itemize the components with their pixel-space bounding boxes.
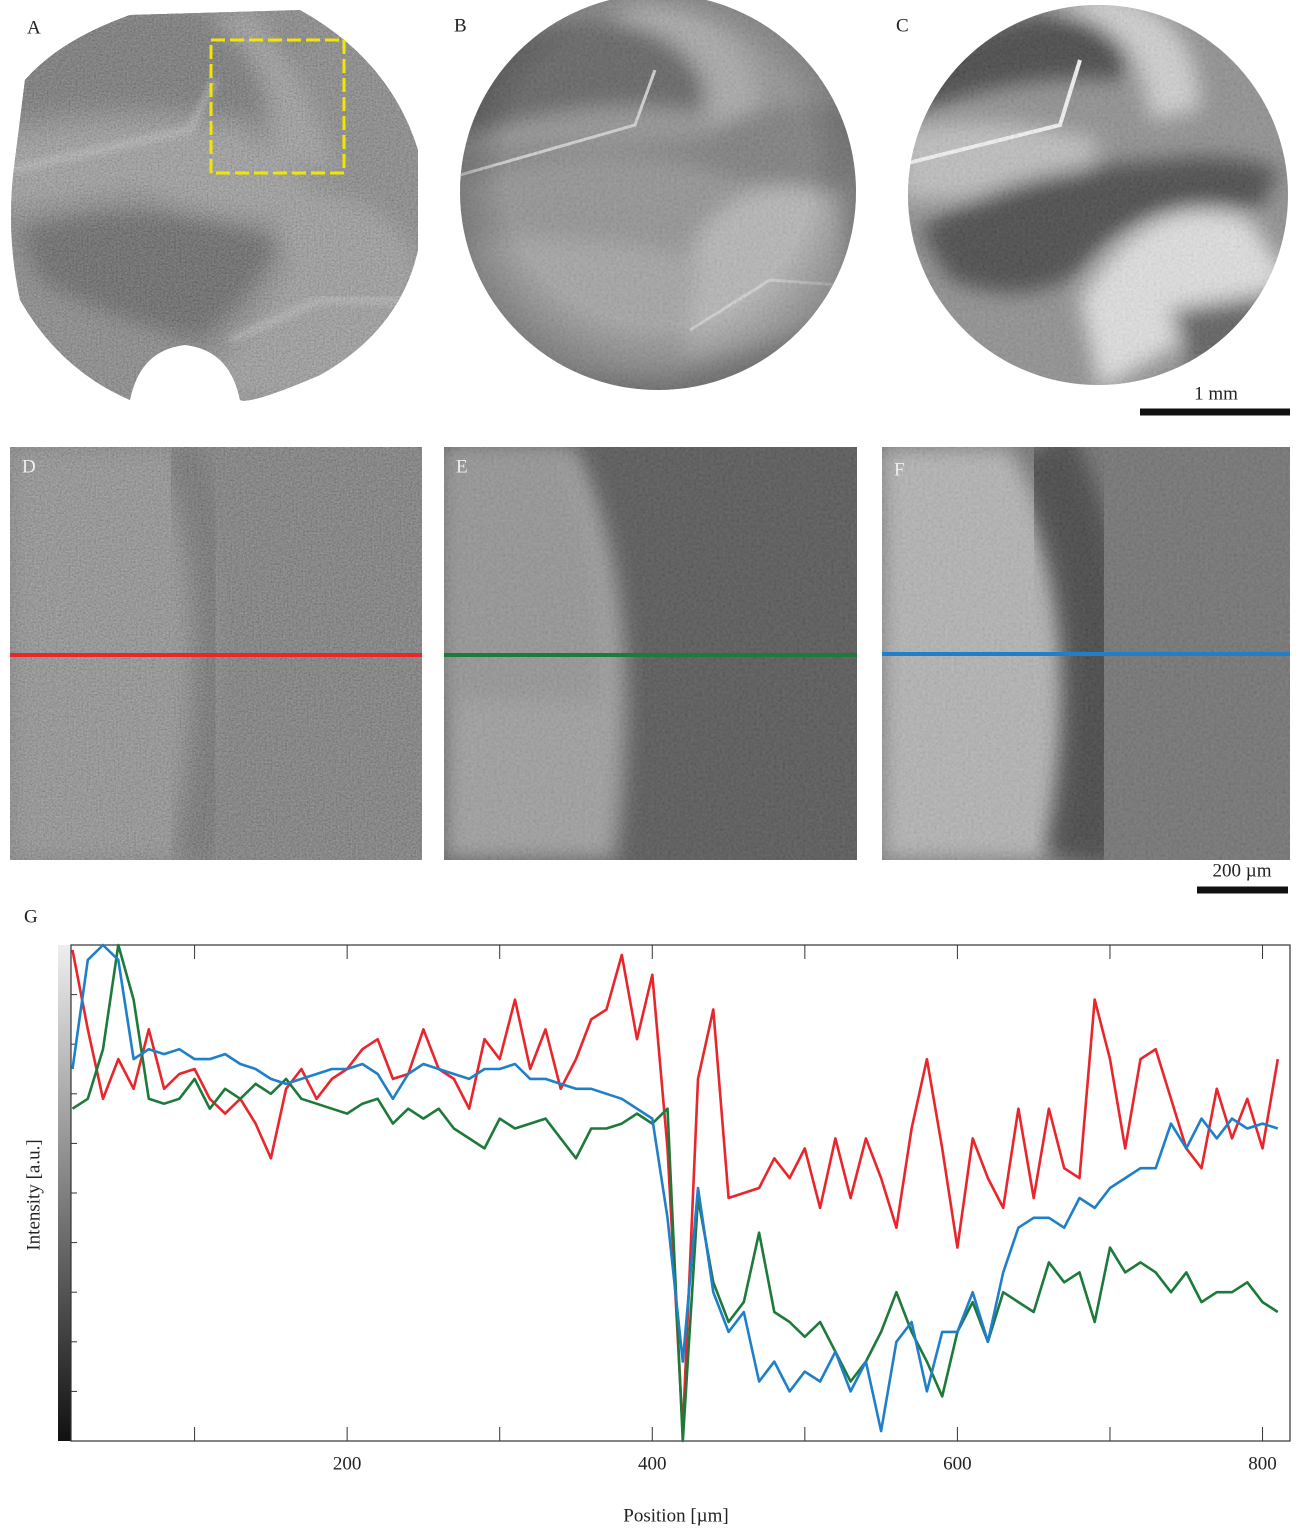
- panel-label: F: [894, 459, 905, 480]
- panel-label: B: [454, 15, 467, 36]
- x-tick-label: 400: [638, 1453, 667, 1474]
- panel-c-image: [900, 0, 1296, 400]
- data-line: [73, 945, 1278, 1441]
- scale-bar-label: 200 µm: [1213, 860, 1272, 881]
- data-line: [73, 950, 1278, 1431]
- panel-label: C: [896, 15, 909, 36]
- x-tick-label: 200: [333, 1453, 362, 1474]
- panel-label: A: [27, 17, 41, 38]
- panel-a-image: [0, 0, 430, 410]
- figure: 1 mm 200 µm A B C D E F G Position [µm] …: [0, 0, 1296, 1530]
- panel-e-image: [444, 447, 857, 860]
- data-line: [73, 945, 1278, 1431]
- x-axis-label: Position [µm]: [623, 1505, 728, 1526]
- plot: 200 400 600 800: [71, 945, 1278, 1474]
- panel-label: D: [22, 456, 36, 477]
- panel-label: G: [24, 906, 38, 927]
- x-tick-label: 800: [1248, 1453, 1277, 1474]
- y-axis-label: Intensity [a.u.]: [23, 1139, 44, 1250]
- scale-bar-label: 1 mm: [1194, 383, 1238, 404]
- colorbar: [58, 945, 71, 1441]
- panel-d-image: [10, 447, 422, 860]
- panel-b-image: [450, 0, 870, 400]
- panel-f-image: [882, 447, 1294, 860]
- panel-label: E: [456, 456, 468, 477]
- x-tick-label: 600: [943, 1453, 972, 1474]
